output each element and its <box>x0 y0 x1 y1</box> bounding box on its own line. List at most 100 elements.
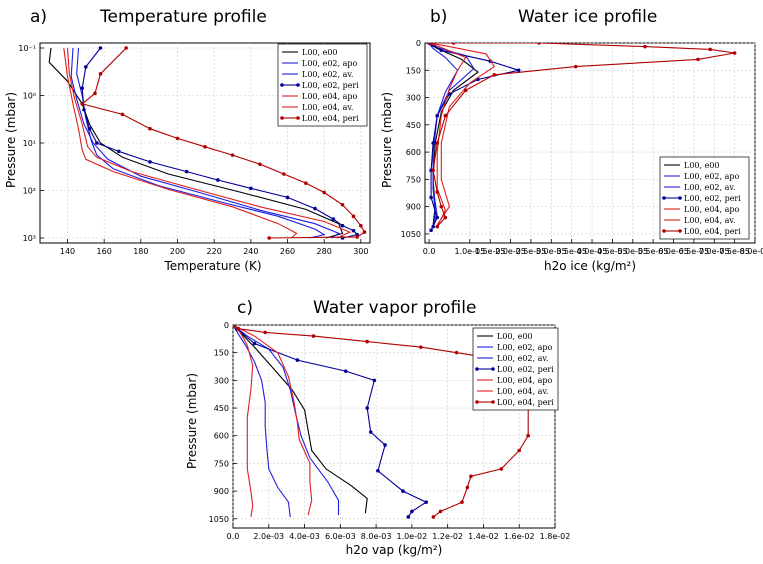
y-gridlines <box>40 47 370 239</box>
series-line-l00-e02-av <box>70 47 340 239</box>
y-tick-label: 1050 <box>401 230 421 239</box>
panel-b-letter: b) <box>430 7 447 27</box>
legend-marker <box>662 229 666 233</box>
x-tick-label: 1.0e-02 <box>397 532 428 541</box>
data-point <box>282 172 286 176</box>
x-tick-label: 280 <box>317 247 332 256</box>
y-tick-label: 600 <box>406 148 421 157</box>
data-point <box>368 430 373 434</box>
data-point <box>233 325 235 327</box>
data-point <box>351 214 356 219</box>
series-layer <box>233 325 530 519</box>
x-tick-label: 1.2e-02 <box>432 532 463 541</box>
series-line-l00-e04-av <box>429 43 496 226</box>
legend-label: L00, e02, peri <box>497 365 554 374</box>
x-tick-label: 1.8e-02 <box>540 532 571 541</box>
series-line-l00-e04-apo <box>63 47 298 239</box>
water-vapor-profile-panel: c) Water vapor profile h2o vap (kg/m²) P… <box>185 298 570 557</box>
x-tick-label: 3.5e-05 <box>556 247 587 256</box>
data-point <box>424 500 429 504</box>
data-point <box>696 57 700 62</box>
legend-marker <box>662 196 666 200</box>
y-tick-label: 450 <box>214 404 229 413</box>
water-ice-profile-panel: b) Water ice profile h2o ice (kg/m²) Pre… <box>380 7 763 273</box>
panel-a-letter: a) <box>30 7 47 27</box>
data-point <box>267 236 271 240</box>
data-point <box>454 350 459 355</box>
x-tick-label: 200 <box>170 247 185 256</box>
x-tick-label: 4.0e-05 <box>577 247 608 256</box>
data-point <box>340 202 345 207</box>
y-tick-label: 300 <box>214 376 229 385</box>
data-point <box>93 91 97 96</box>
x-tick-label: 240 <box>243 247 258 256</box>
data-point <box>148 160 152 164</box>
data-point <box>517 448 522 453</box>
y-tick-label: 1050 <box>209 515 229 524</box>
data-point <box>351 228 356 233</box>
data-point <box>313 206 317 211</box>
data-point <box>431 224 435 229</box>
data-point <box>120 112 125 117</box>
data-point <box>537 43 541 45</box>
data-point <box>465 485 470 490</box>
temperature-profile-panel: a) Temperature profile Temperature (K) P… <box>4 7 371 273</box>
data-point <box>383 443 387 447</box>
data-point <box>355 235 359 239</box>
data-point <box>372 378 377 383</box>
x-tick-label: 160 <box>97 247 112 256</box>
data-point <box>429 195 433 200</box>
y-tick-label: 150 <box>406 66 421 75</box>
data-point <box>117 149 121 154</box>
data-point <box>295 358 300 362</box>
series-line-l00-e04-apo <box>233 325 254 517</box>
y-tick-label: 150 <box>214 349 229 358</box>
y-tick-label: 10⁰ <box>23 92 36 101</box>
series-line-l00-e04-apo <box>428 43 467 227</box>
legend-label: L00, e00 <box>302 48 338 57</box>
legend-label: L00, e02, peri <box>302 81 359 90</box>
data-point <box>435 215 440 220</box>
y-tick-label: 900 <box>214 487 229 496</box>
legend-label: L00, e04, apo <box>497 376 552 385</box>
series-line-l00-e02-av <box>233 325 340 516</box>
legend-marker <box>491 400 495 404</box>
data-point <box>376 468 380 473</box>
data-point <box>362 230 367 234</box>
series-line-l00-e04-av <box>233 325 313 516</box>
x-tick-label: 1.6e-02 <box>504 532 535 541</box>
x-tick-label: 3.0e-05 <box>536 247 567 256</box>
legend-marker <box>280 116 284 120</box>
x-tick-label: 8.0e-03 <box>361 532 392 541</box>
data-point <box>439 204 444 209</box>
data-point <box>469 474 473 479</box>
y-gridlines <box>425 42 755 235</box>
data-point <box>331 217 336 221</box>
data-point <box>463 88 468 93</box>
series-line-l00-e02-peri <box>81 47 359 239</box>
data-point <box>175 136 180 141</box>
x-tick-label: 4.0e-03 <box>289 532 320 541</box>
data-point <box>340 223 345 228</box>
data-point <box>435 141 440 145</box>
data-point <box>98 46 103 50</box>
panel-c-ylabel: Pressure (mbar) <box>185 373 199 469</box>
data-point <box>203 144 207 149</box>
data-point <box>148 126 152 131</box>
x-tick-label: 0.0 <box>423 247 436 256</box>
data-point <box>516 68 521 73</box>
x-tick-label: 300 <box>353 247 368 256</box>
data-point <box>236 326 241 331</box>
x-tick-label: 4.5e-05 <box>597 247 628 256</box>
x-tick-label: 2.0e-05 <box>495 247 526 256</box>
legend-label: L00, e02, av. <box>302 70 353 79</box>
legend-label: L00, e04, apo <box>684 205 739 214</box>
data-point <box>410 509 414 514</box>
x-tick-label: 0.0 <box>227 532 240 541</box>
data-point <box>429 228 433 233</box>
legend: L00, e00 L00, e02, apo L00, e02, av. L00, e… <box>472 327 559 411</box>
data-point <box>124 46 128 50</box>
x-tick-label: 1.4e-02 <box>468 532 499 541</box>
x-tick-label: 180 <box>133 247 148 256</box>
